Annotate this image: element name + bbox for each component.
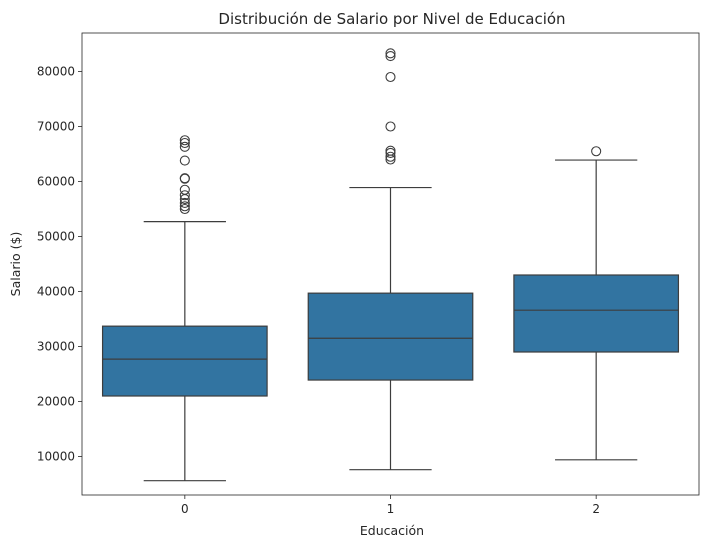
- x-tick-label: 0: [181, 502, 189, 516]
- chart-title: Distribución de Salario por Nivel de Edu…: [218, 10, 565, 28]
- outlier-point: [179, 141, 190, 152]
- y-tick-label: 20000: [37, 395, 75, 409]
- outlier-point: [179, 201, 190, 212]
- outlier-point: [385, 71, 396, 83]
- outlier-point: [179, 203, 190, 215]
- y-tick-label: 80000: [37, 65, 75, 79]
- outlier-point: [179, 135, 190, 146]
- outlier-point: [385, 145, 396, 156]
- box-group-1: [307, 48, 474, 471]
- outlier-point: [179, 137, 190, 149]
- x-axis: 0 1 2: [181, 495, 600, 516]
- y-tick-label: 60000: [37, 175, 75, 189]
- outlier-point: [385, 48, 396, 59]
- outlier-point: [179, 197, 190, 208]
- iqr-box: [513, 274, 680, 353]
- y-axis: 10000 20000 30000 40000 50000 60000 70000 80000: [37, 65, 82, 464]
- y-tick-label: 40000: [37, 285, 75, 299]
- outlier-point: [385, 121, 396, 132]
- y-tick-label: 10000: [37, 450, 75, 464]
- box-group-2: [513, 146, 680, 461]
- y-axis-title: Salario ($): [8, 232, 23, 297]
- box-group-0: [101, 135, 268, 482]
- box-series: [101, 48, 680, 482]
- iqr-box: [101, 325, 268, 397]
- outlier-point: [385, 51, 396, 62]
- y-tick-label: 50000: [37, 230, 75, 244]
- outlier-point: [179, 184, 190, 195]
- x-tick-label: 1: [387, 502, 395, 516]
- outlier-point: [179, 155, 190, 166]
- y-tick-label: 30000: [37, 340, 75, 354]
- x-tick-label: 2: [592, 502, 600, 516]
- outlier-point: [591, 146, 602, 157]
- x-axis-title: Educación: [360, 523, 424, 538]
- outlier-point: [179, 190, 190, 201]
- outlier-point: [179, 173, 190, 184]
- outlier-point: [385, 151, 396, 162]
- y-tick-label: 70000: [37, 120, 75, 134]
- iqr-box: [307, 292, 474, 381]
